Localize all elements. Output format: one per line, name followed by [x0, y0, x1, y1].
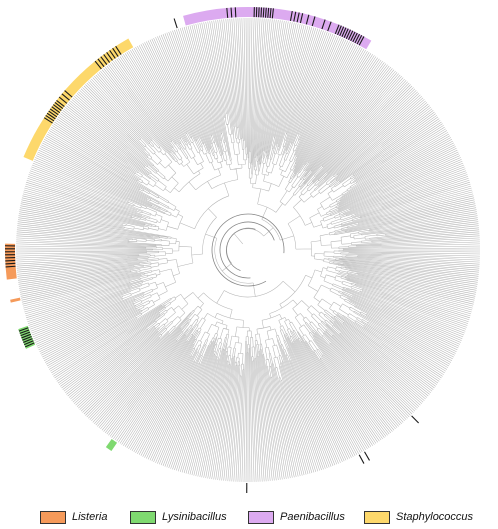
legend-item-paenibacillus: Paenibacillus	[248, 508, 345, 526]
marker-tick	[20, 331, 31, 337]
marker-tick	[296, 12, 300, 23]
marker-tick	[226, 7, 229, 18]
marker-tick	[103, 54, 111, 63]
legend-item-staphylococcus: Staphylococcus	[364, 508, 473, 526]
marker-tick	[305, 14, 310, 25]
marker-tick	[49, 108, 59, 116]
marker-tick	[358, 36, 365, 46]
marker-tick	[260, 7, 263, 18]
marker-tick	[23, 338, 33, 343]
marker-tick	[23, 340, 34, 346]
marker-tick	[112, 47, 119, 57]
marker-ticks	[5, 7, 420, 493]
legend-swatch-listeria	[40, 510, 66, 524]
marker-tick	[52, 104, 62, 112]
marker-tick	[343, 28, 349, 38]
marker-tick	[58, 96, 68, 104]
marker-tick	[289, 10, 293, 22]
marker-tick	[264, 7, 267, 18]
marker-tick	[97, 58, 105, 68]
marker-tick	[61, 93, 70, 101]
marker-tick	[173, 18, 178, 29]
marker-tick	[321, 19, 326, 30]
marker-tick	[334, 24, 340, 35]
marker-tick	[22, 335, 32, 341]
genus-band-listeria	[4, 243, 17, 280]
marker-tick	[46, 112, 56, 120]
marker-tick	[106, 52, 113, 61]
marker-tick	[411, 415, 420, 424]
legend-label-lysinibacillus: Lysinibacillus	[162, 511, 227, 523]
legend-item-lysinibacillus: Lysinibacillus	[130, 508, 227, 526]
legend-label-paenibacillus: Paenibacillus	[280, 511, 345, 523]
marker-tick	[109, 49, 116, 59]
marker-tick	[51, 106, 61, 114]
legend-label-staphylococcus: Staphylococcus	[396, 511, 474, 523]
genus-band-lysinibacillus	[18, 325, 36, 349]
marker-tick	[269, 8, 272, 19]
legend-swatch-staphylococcus	[364, 510, 390, 524]
marker-tick	[299, 13, 304, 24]
marker-tick	[24, 342, 35, 348]
marker-tick	[350, 31, 356, 42]
marker-tick	[43, 117, 53, 124]
marker-tick	[21, 333, 31, 339]
genus-band-listeria	[10, 297, 21, 303]
root-arc	[226, 227, 256, 272]
legend-swatch-lysinibacillus	[130, 510, 156, 524]
tree-branches	[15, 17, 481, 483]
marker-tick	[64, 90, 73, 98]
marker-tick	[262, 7, 265, 18]
genus-band-lysinibacillus	[105, 438, 118, 451]
marker-tick	[56, 99, 65, 107]
marker-tick	[234, 7, 237, 18]
phylogenetic-tree	[4, 7, 481, 493]
marker-tick	[327, 21, 332, 32]
root-arc	[219, 221, 275, 279]
marker-tick	[115, 45, 122, 55]
root-arc	[211, 213, 285, 287]
genus-band-staphylococcus	[23, 38, 134, 161]
marker-tick	[5, 262, 16, 265]
genus-band-paenibacillus	[183, 7, 372, 50]
legend: Listeria Lysinibacillus Paenibacillus St…	[0, 508, 498, 526]
marker-tick	[364, 451, 370, 461]
marker-tick	[352, 32, 358, 43]
marker-tick	[339, 26, 345, 37]
marker-tick	[358, 454, 365, 464]
marker-tick	[293, 11, 297, 22]
legend-item-listeria: Listeria	[40, 508, 107, 526]
marker-tick	[336, 25, 342, 36]
marker-tick	[345, 29, 352, 39]
marker-tick	[45, 114, 55, 122]
marker-tick	[267, 7, 270, 18]
marker-tick	[354, 33, 361, 44]
marker-tick	[19, 329, 30, 334]
marker-tick	[230, 7, 233, 18]
marker-tick	[271, 8, 274, 19]
marker-tick	[100, 56, 108, 65]
marker-tick	[356, 35, 363, 45]
marker-tick	[341, 27, 347, 37]
marker-tick	[94, 60, 102, 70]
legend-label-listeria: Listeria	[72, 511, 108, 523]
marker-tick	[311, 16, 316, 27]
marker-tick	[347, 30, 354, 41]
marker-tick	[18, 327, 29, 332]
marker-tick	[48, 110, 58, 118]
marker-tick	[5, 265, 16, 268]
genus-annotation-ring	[4, 7, 372, 451]
marker-tick	[54, 102, 64, 109]
legend-swatch-paenibacillus	[248, 510, 274, 524]
tree-branch-paths	[15, 17, 481, 483]
